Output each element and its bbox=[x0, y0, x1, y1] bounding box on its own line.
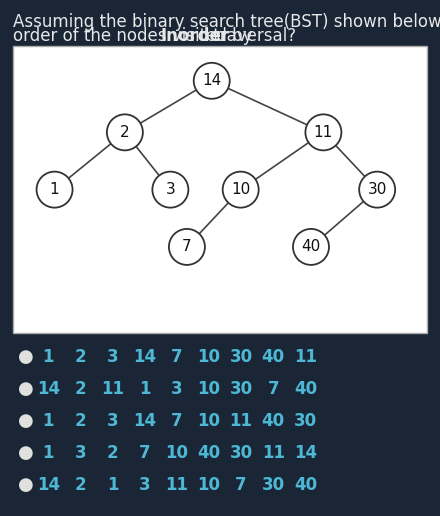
Text: 7: 7 bbox=[139, 444, 150, 462]
Text: 3: 3 bbox=[165, 182, 175, 197]
Text: 2: 2 bbox=[75, 348, 86, 366]
Text: 3: 3 bbox=[75, 444, 86, 462]
Text: 3: 3 bbox=[107, 412, 118, 430]
Text: 14: 14 bbox=[133, 348, 156, 366]
Text: 40: 40 bbox=[198, 444, 220, 462]
Text: 7: 7 bbox=[268, 380, 279, 398]
Text: 40: 40 bbox=[262, 348, 285, 366]
Ellipse shape bbox=[194, 63, 230, 99]
Text: 30: 30 bbox=[294, 412, 317, 430]
Text: Inorder: Inorder bbox=[161, 27, 230, 45]
Text: 1: 1 bbox=[43, 444, 54, 462]
Text: 10: 10 bbox=[198, 412, 220, 430]
Text: 11: 11 bbox=[101, 380, 124, 398]
Text: 2: 2 bbox=[120, 125, 130, 140]
Text: ●: ● bbox=[18, 444, 33, 462]
Text: 2: 2 bbox=[75, 476, 86, 494]
Text: 1: 1 bbox=[50, 182, 59, 197]
Text: 40: 40 bbox=[294, 476, 317, 494]
Text: 14: 14 bbox=[202, 73, 221, 88]
Text: 14: 14 bbox=[37, 476, 60, 494]
Text: 30: 30 bbox=[230, 444, 253, 462]
Bar bbox=[13, 46, 427, 333]
Text: ●: ● bbox=[18, 412, 33, 430]
Ellipse shape bbox=[293, 229, 329, 265]
Ellipse shape bbox=[223, 172, 259, 207]
Text: 30: 30 bbox=[367, 182, 387, 197]
Ellipse shape bbox=[305, 115, 341, 150]
Text: 3: 3 bbox=[107, 348, 118, 366]
Ellipse shape bbox=[152, 172, 188, 207]
Text: 14: 14 bbox=[133, 412, 156, 430]
Text: 11: 11 bbox=[314, 125, 333, 140]
Text: 1: 1 bbox=[139, 380, 150, 398]
Text: 7: 7 bbox=[171, 348, 183, 366]
Text: 40: 40 bbox=[294, 380, 317, 398]
Text: ●: ● bbox=[18, 380, 33, 398]
Text: 10: 10 bbox=[198, 348, 220, 366]
Ellipse shape bbox=[359, 172, 395, 207]
Ellipse shape bbox=[169, 229, 205, 265]
Text: 2: 2 bbox=[107, 444, 118, 462]
Text: traversal?: traversal? bbox=[208, 27, 296, 45]
Text: 7: 7 bbox=[182, 239, 192, 254]
Ellipse shape bbox=[107, 115, 143, 150]
Text: 2: 2 bbox=[75, 380, 86, 398]
Text: 2: 2 bbox=[75, 412, 86, 430]
Text: 10: 10 bbox=[198, 476, 220, 494]
Text: 30: 30 bbox=[262, 476, 285, 494]
Text: 30: 30 bbox=[230, 380, 253, 398]
Text: ●: ● bbox=[18, 348, 33, 366]
Text: Assuming the binary search tree(BST) shown below, what is the: Assuming the binary search tree(BST) sho… bbox=[13, 13, 440, 31]
Text: ●: ● bbox=[18, 476, 33, 494]
Text: 3: 3 bbox=[171, 380, 183, 398]
Ellipse shape bbox=[37, 172, 73, 207]
Text: 1: 1 bbox=[43, 348, 54, 366]
Text: 3: 3 bbox=[139, 476, 150, 494]
Text: 14: 14 bbox=[37, 380, 60, 398]
Text: 11: 11 bbox=[294, 348, 317, 366]
Text: 1: 1 bbox=[107, 476, 118, 494]
Text: 40: 40 bbox=[262, 412, 285, 430]
Text: 11: 11 bbox=[230, 412, 253, 430]
Text: 10: 10 bbox=[231, 182, 250, 197]
Text: 30: 30 bbox=[230, 348, 253, 366]
Text: 11: 11 bbox=[262, 444, 285, 462]
Text: 10: 10 bbox=[165, 444, 188, 462]
Text: 7: 7 bbox=[235, 476, 247, 494]
Text: order of the nodes visited by: order of the nodes visited by bbox=[13, 27, 258, 45]
Text: 40: 40 bbox=[301, 239, 321, 254]
Text: 1: 1 bbox=[43, 412, 54, 430]
Text: 14: 14 bbox=[294, 444, 317, 462]
Text: 10: 10 bbox=[198, 380, 220, 398]
Text: 7: 7 bbox=[171, 412, 183, 430]
Text: 11: 11 bbox=[165, 476, 188, 494]
